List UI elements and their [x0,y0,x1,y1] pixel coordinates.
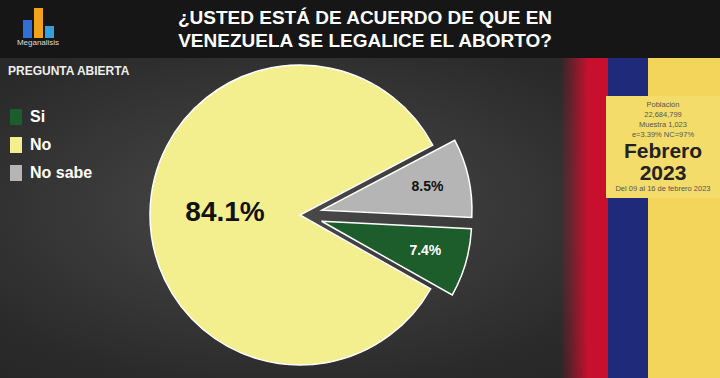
svg-text:84.1%: 84.1% [185,196,264,227]
html-text:2023: 2023 [639,161,687,184]
html-text:No sabe: No sabe [30,164,93,181]
html-text:No: No [30,136,52,153]
svg-text:7.4%: 7.4% [409,242,441,258]
html-text:Muestra 1,023: Muestra 1,023 [639,120,687,129]
html-text:¿USTED ESTÁ DE ACUERDO DE QUE: ¿USTED ESTÁ DE ACUERDO DE QUE EN VENEZUE… [178,7,552,51]
html-text:Población: Población [646,100,680,109]
html-text:Del 09 al 16 de febrero 2023: Del 09 al 16 de febrero 2023 [615,184,711,193]
html-text:22,684,799: 22,684,799 [644,110,682,119]
svg-text:8.5%: 8.5% [411,178,443,194]
html-text:PREGUNTA ABIERTA: PREGUNTA ABIERTA [8,64,130,78]
html-text:Si: Si [30,108,46,125]
html-text:Febrero: Febrero [623,139,703,162]
html-text:Meganalisis: Meganalisis [16,38,60,47]
html-text:e=3.39% NC=97%: e=3.39% NC=97% [631,130,695,139]
